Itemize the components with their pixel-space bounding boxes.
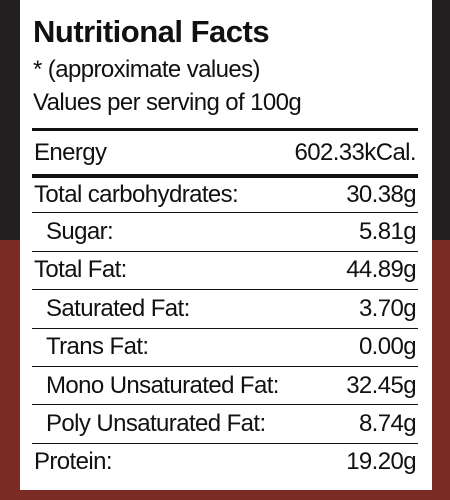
- nutrient-value: 30.38g: [346, 181, 416, 209]
- nutrient-label: Poly Unsaturated Fat:: [46, 410, 266, 438]
- nutrient-row: Total carbohydrates: 30.38g: [32, 174, 418, 212]
- nutrient-table: Energy 602.33kCal. Total carbohydrates: 30.…: [32, 128, 418, 481]
- nutrient-row: Protein: 19.20g: [32, 442, 418, 481]
- nutrient-label: Saturated Fat:: [46, 294, 190, 322]
- nutrient-value: 5.81g: [358, 218, 417, 246]
- nutrient-value: 32.45g: [346, 371, 416, 399]
- nutrient-value: 8.74g: [358, 410, 417, 438]
- nutrient-value: 44.89g: [346, 256, 416, 284]
- nutrient-row: Saturated Fat: 3.70g: [32, 289, 418, 327]
- nutrient-label: Mono Unsaturated Fat:: [46, 371, 279, 399]
- nutrient-label: Trans Fat:: [46, 333, 149, 361]
- nutrient-row: Trans Fat: 0.00g: [32, 327, 418, 366]
- nutrient-row: Poly Unsaturated Fat: 8.74g: [32, 404, 418, 442]
- nutrient-value: 602.33kCal.: [294, 138, 417, 166]
- nutrient-value: 19.20g: [346, 448, 416, 476]
- nutrient-label: Protein:: [34, 448, 113, 476]
- nutrient-row: Mono Unsaturated Fat: 32.45g: [32, 365, 418, 404]
- nutrient-row: Energy 602.33kCal.: [32, 128, 418, 174]
- nutrient-row: Sugar: 5.81g: [32, 212, 418, 250]
- nutrient-label: Energy: [34, 138, 107, 166]
- nutrient-value: 3.70g: [358, 294, 417, 322]
- label-panel: Nutritional Facts * (approximate values)…: [20, 0, 432, 490]
- title: Nutritional Facts: [33, 14, 270, 49]
- nutrient-label: Total Fat:: [34, 256, 127, 284]
- nutrient-label: Sugar:: [46, 218, 114, 246]
- nutrient-label: Total carbohydrates:: [34, 181, 239, 209]
- note: Values per serving of 100g: [33, 89, 302, 116]
- nutrient-row: Total Fat: 44.89g: [32, 250, 418, 289]
- nutrient-value: 0.00g: [358, 333, 417, 361]
- note: * (approximate values): [33, 56, 261, 83]
